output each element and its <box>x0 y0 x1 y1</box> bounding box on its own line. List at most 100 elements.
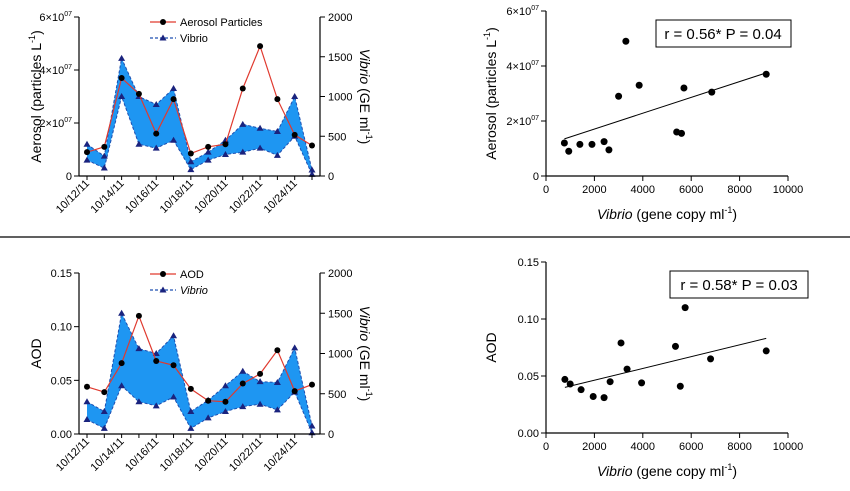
aod-ts-main-point <box>101 389 108 396</box>
aod-ts-right-tick-label: 500 <box>328 389 346 401</box>
aod-ts-main-point <box>239 380 246 387</box>
aod-ts-right-tick-label: 1000 <box>328 349 352 361</box>
aerosol-ts-vibrio-lower-point <box>152 144 160 151</box>
aerosol-sc-scatter-point <box>762 70 770 78</box>
aerosol-ts-y2-axis-label: Vibrio (GE ml-1) <box>357 49 374 145</box>
aod-sc-scatter-point <box>623 365 631 373</box>
aod-ts-main-point <box>135 312 142 319</box>
aerosol-sc-scatter-point <box>615 92 623 100</box>
aerosol-sc-x-tick-label: 2000 <box>582 184 606 196</box>
aod-ts-vibrio-upper-line <box>86 311 313 427</box>
aod-ts-vibrio-upper-point <box>83 398 91 405</box>
aod-ts-main-line <box>86 314 313 403</box>
aod-ts-main-point <box>222 398 229 405</box>
aerosol-sc-scatter-point <box>588 140 596 148</box>
aerosol-ts-vibrio-upper-point <box>100 152 108 159</box>
aod-ts-y-axis-label: AOD <box>28 338 44 368</box>
aerosol-ts-vibrio-lower-point <box>221 151 229 158</box>
aerosol-ts-vibrio-upper-point <box>118 54 126 61</box>
aerosol-ts-vibrio-lower-point <box>100 164 108 171</box>
aod-ts-vibrio-upper-point <box>187 407 195 414</box>
aod-ts-main-point <box>187 385 194 392</box>
aod-sc-x-tick-label: 4000 <box>631 441 655 453</box>
aod-sc-scatter-point <box>707 355 715 363</box>
aod-ts-left-tick-label: 0.05 <box>51 375 72 387</box>
aerosol-ts-y-axis-label: Aerosol (particles L-1) <box>27 30 44 163</box>
aod-sc-x-tick-label: 6000 <box>679 441 703 453</box>
aod-ts-vibrio-upper-point <box>100 407 108 414</box>
aod-ts-left-tick-label: 0.00 <box>51 429 72 441</box>
aod-ts-vibrio-upper-point <box>221 382 229 389</box>
aod-ts-main-point <box>205 397 212 404</box>
aod-ts-vibrio-lower-point <box>221 407 229 414</box>
aod-sc-y-tick-label: 0.15 <box>518 257 539 269</box>
aerosol-ts-main-point <box>135 90 142 97</box>
aod-ts-left-tick-label: 0.10 <box>51 322 72 334</box>
aod-ts-left-tick-label: 0.15 <box>51 268 72 280</box>
legend-vibrio-marker <box>159 34 167 41</box>
legend-aod-label: AOD <box>180 269 204 281</box>
aod-ts-right-tick-label: 0 <box>328 429 334 441</box>
aod-sc-y-tick-label: 0.10 <box>518 314 539 326</box>
aod-ts-vibrio-upper-point <box>152 350 160 356</box>
aod-ts-vibrio-upper-point <box>256 378 264 385</box>
aod-stat-box <box>669 270 809 299</box>
aod-sc-y-tick-label: 0.05 <box>518 371 539 383</box>
aerosol-ts-right-tick-label: 1000 <box>328 92 352 104</box>
aerosol-ts-vibrio-lower-point <box>273 151 281 158</box>
aod-ts-vibrio-band <box>87 313 312 433</box>
aod-sc-scatter-point <box>638 379 646 387</box>
aod-ts-y2-axis-label: Vibrio (GE ml-1) <box>357 306 374 402</box>
aerosol-ts-main-point <box>170 96 177 103</box>
legend-aerosol-label: Aerosol Particles <box>180 17 263 29</box>
aerosol-ts-right-tick-label: 0 <box>328 171 334 183</box>
aerosol-ts-main-point <box>309 142 315 149</box>
aerosol-sc-y-tick-label: 0 <box>533 171 539 183</box>
aod-sc-x-tick-label: 2000 <box>582 441 606 453</box>
aerosol-ts-left-tick-label: 2×1007 <box>39 117 72 130</box>
aod-ts-vibrio-lower-point <box>83 416 91 423</box>
aerosol-stat-box <box>655 19 792 48</box>
aod-ts-main-point <box>309 381 315 388</box>
aerosol-ts-vibrio-upper-point <box>291 93 299 99</box>
aerosol-sc-x-tick-label: 8000 <box>727 184 751 196</box>
aod-sc-scatter-point <box>762 347 770 355</box>
aerosol-ts-main-point <box>101 143 108 150</box>
aod-ts-vibrio-lower-point <box>152 402 160 409</box>
aod-ts-vibrio-lower-point <box>273 406 281 413</box>
aod-ts-vibrio-upper-point <box>170 332 178 339</box>
legend-aerosol-marker <box>160 19 166 25</box>
legend-aod-marker <box>160 271 166 277</box>
aerosol-ts-vibrio-upper-point <box>204 148 212 155</box>
aod-sc-scatter-point <box>606 378 614 386</box>
aerosol-ts-vibrio-upper-point <box>273 127 281 134</box>
aerosol-ts-vibrio-upper-point <box>83 140 91 147</box>
aod-ts-right-tick-label: 1500 <box>328 308 352 320</box>
aod-ts-vibrio-lower-point <box>256 400 264 407</box>
aod-ts-main-point <box>274 347 281 354</box>
aerosol-ts-vibrio-upper-point <box>170 85 178 92</box>
aod-legend: AOD Vibrio <box>150 269 208 297</box>
aerosol-sc-x-tick-label: 4000 <box>631 184 655 196</box>
aerosol-sc-scatter-point <box>600 138 608 146</box>
aod-ts-vibrio-lower-point <box>135 398 143 405</box>
aerosol-ts-vibrio-upper-line <box>86 56 313 171</box>
aerosol-sc-x-tick-label: 0 <box>543 184 549 196</box>
aod-sc-scatter-point <box>577 386 585 394</box>
legend-vibrio2-label: Vibrio <box>180 285 208 297</box>
aerosol-vs-vibrio-scatter-panel: 0 2×1007 4×1007 6×1007 0 2000 4000 6000 8000 1000… <box>482 5 803 222</box>
aod-ts-vibrio-lower-point <box>100 424 108 431</box>
aerosol-ts-right-tick-label: 500 <box>328 131 346 143</box>
aod-ts-main-point <box>118 360 125 367</box>
aod-correlation-label: r = 0.58* P = 0.03 <box>680 277 797 294</box>
aod-sc-x-tick-label: 10000 <box>773 441 804 453</box>
aerosol-ts-vibrio-lower-point <box>135 140 143 147</box>
aod-sc-regression-line <box>564 337 767 388</box>
aod-sc-y-axis-label: AOD <box>483 332 499 362</box>
aod-ts-vibrio-upper-point <box>239 367 247 374</box>
aerosol-ts-vibrio-lower-point <box>83 156 91 163</box>
aerosol-sc-x-tick-label: 6000 <box>679 184 703 196</box>
aod-sc-x-axis-label: Vibrio (gene copy ml-1) <box>597 462 737 479</box>
